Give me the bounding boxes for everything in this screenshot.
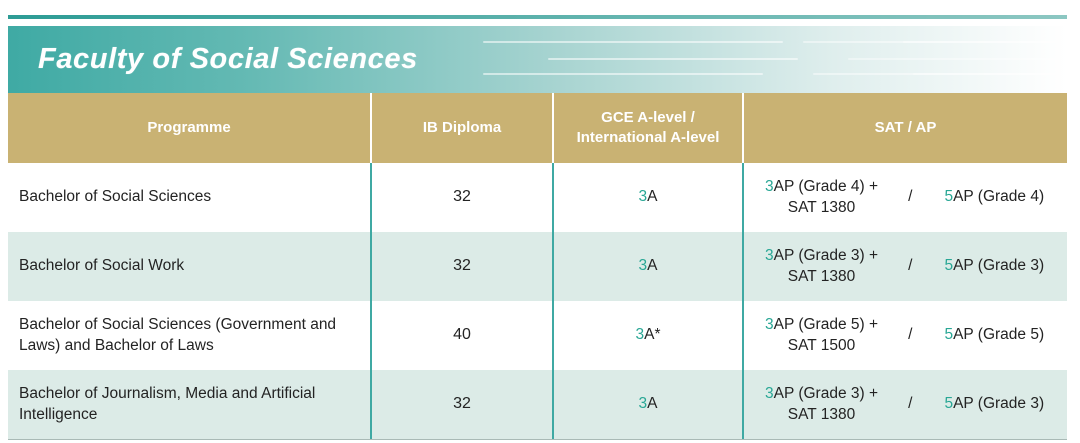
slash-separator: /: [908, 188, 913, 206]
ap-count-accent: 5: [944, 395, 954, 413]
sat-score-line2: SAT 1380: [787, 267, 856, 285]
column-header-gce-a-level: GCE A-level / International A-level: [552, 93, 742, 163]
table-row: Bachelor of Social Sciences 32 3A 3AP (G…: [8, 163, 1067, 232]
banner-streak-decoration: [483, 73, 763, 75]
ap-grade-text: AP (Grade 4) +: [773, 178, 879, 196]
gce-grade: A: [647, 395, 658, 413]
sat-ap-cell: 3AP (Grade 4) + SAT 1380 / 5AP (Grade 4): [742, 163, 1067, 232]
ap-grade-text: AP (Grade 3): [953, 395, 1045, 413]
gce-requirement: 3A: [639, 394, 658, 414]
column-header-label: IB Diploma: [422, 118, 502, 136]
ib-diploma-score: 32: [453, 395, 471, 413]
ib-diploma-score: 32: [453, 188, 471, 206]
ap-grade-text: AP (Grade 3) +: [773, 247, 879, 265]
banner-streak-decoration: [548, 58, 798, 60]
sat-score-line2: SAT 1380: [787, 405, 856, 423]
sat-ap-line1: 3AP (Grade 3) +: [744, 384, 899, 404]
ap-grade-text: AP (Grade 3): [953, 257, 1045, 275]
ib-diploma-score: 32: [453, 257, 471, 275]
sat-ap-cell: 3AP (Grade 3) + SAT 1380 / 5AP (Grade 3): [742, 232, 1067, 301]
ib-diploma-score: 40: [453, 326, 471, 344]
gce-a-level-cell: 3A*: [552, 301, 742, 370]
gce-count-accent: 3: [635, 326, 645, 344]
banner-title: Faculty of Social Sciences: [38, 43, 418, 75]
gce-grade: A: [647, 257, 658, 275]
sat-ap-combined-requirement: 3AP (Grade 4) + SAT 1380: [744, 177, 899, 217]
banner-streak-decoration: [483, 41, 783, 43]
column-header-label-line2: International A-level: [576, 129, 720, 146]
table-row: Bachelor of Journalism, Media and Artifi…: [8, 370, 1067, 439]
ap-count-accent: 5: [944, 326, 954, 344]
programme-name: Bachelor of Journalism, Media and Artifi…: [19, 385, 316, 423]
slash-separator: /: [908, 257, 913, 275]
table-body: Bachelor of Social Sciences 32 3A 3AP (G…: [8, 163, 1067, 440]
column-header-label-line1: GCE A-level /: [601, 108, 695, 126]
table-header-row: Programme IB Diploma GCE A-level / Inter…: [8, 93, 1067, 163]
sat-ap-line1: 3AP (Grade 3) +: [744, 246, 899, 266]
ib-diploma-cell: 32: [370, 370, 552, 439]
column-header-ib-diploma: IB Diploma: [370, 93, 552, 163]
faculty-banner: Faculty of Social Sciences: [8, 26, 1067, 93]
sat-ap-cell: 3AP (Grade 3) + SAT 1380 / 5AP (Grade 3): [742, 370, 1067, 439]
ap-only-requirement: 5AP (Grade 3): [922, 394, 1067, 414]
sat-ap-combined-requirement: 3AP (Grade 3) + SAT 1380: [744, 384, 899, 424]
gce-grade: A*: [644, 326, 661, 344]
sat-ap-cell: 3AP (Grade 5) + SAT 1500 / 5AP (Grade 5): [742, 301, 1067, 370]
ib-diploma-cell: 32: [370, 163, 552, 232]
programme-cell: Bachelor of Social Sciences: [8, 163, 370, 232]
sat-ap-line1: 3AP (Grade 5) +: [744, 315, 899, 335]
top-accent-line: [8, 15, 1067, 19]
gce-a-level-cell: 3A: [552, 370, 742, 439]
gce-requirement: 3A: [639, 256, 658, 276]
programme-cell: Bachelor of Social Sciences (Government …: [8, 301, 370, 370]
column-header-label: Programme: [147, 118, 231, 136]
column-header-label: SAT / AP: [874, 118, 937, 136]
ap-count-accent: 3: [765, 247, 774, 265]
ap-count-accent: 5: [944, 257, 954, 275]
ap-grade-text: AP (Grade 5): [953, 326, 1045, 344]
programme-cell: Bachelor of Social Work: [8, 232, 370, 301]
ap-count-accent: 3: [765, 178, 774, 196]
table-row: Bachelor of Social Sciences (Government …: [8, 301, 1067, 370]
gce-count-accent: 3: [638, 395, 648, 413]
ib-diploma-cell: 40: [370, 301, 552, 370]
gce-count-accent: 3: [638, 257, 648, 275]
sat-score-line2: SAT 1500: [787, 336, 856, 354]
ap-count-accent: 3: [765, 385, 774, 403]
sat-ap-combined-requirement: 3AP (Grade 3) + SAT 1380: [744, 246, 899, 286]
gce-grade: A: [647, 188, 658, 206]
column-header-sat-ap: SAT / AP: [742, 93, 1067, 163]
slash-separator: /: [908, 326, 913, 344]
sat-ap-line1: 3AP (Grade 4) +: [744, 177, 899, 197]
sat-ap-combined-requirement: 3AP (Grade 5) + SAT 1500: [744, 315, 899, 355]
gce-requirement: 3A*: [636, 325, 661, 345]
ib-diploma-cell: 32: [370, 232, 552, 301]
gce-requirement: 3A: [639, 187, 658, 207]
programme-cell: Bachelor of Journalism, Media and Artifi…: [8, 370, 370, 439]
admissions-requirements-table: Programme IB Diploma GCE A-level / Inter…: [8, 93, 1067, 440]
slash-separator: /: [908, 395, 913, 413]
column-header-programme: Programme: [8, 93, 370, 163]
programme-name: Bachelor of Social Sciences: [19, 188, 212, 206]
ap-grade-text: AP (Grade 3) +: [773, 385, 879, 403]
programme-name: Bachelor of Social Work: [19, 257, 185, 275]
gce-a-level-cell: 3A: [552, 163, 742, 232]
gce-count-accent: 3: [638, 188, 648, 206]
ap-count-accent: 3: [765, 316, 774, 334]
table-row: Bachelor of Social Work 32 3A 3AP (Grade…: [8, 232, 1067, 301]
ap-grade-text: AP (Grade 4): [953, 188, 1045, 206]
ap-grade-text: AP (Grade 5) +: [773, 316, 879, 334]
ap-count-accent: 5: [944, 188, 954, 206]
ap-only-requirement: 5AP (Grade 4): [922, 187, 1067, 207]
ap-only-requirement: 5AP (Grade 5): [922, 325, 1067, 345]
ap-only-requirement: 5AP (Grade 3): [922, 256, 1067, 276]
programme-name: Bachelor of Social Sciences (Government …: [19, 316, 337, 354]
gce-a-level-cell: 3A: [552, 232, 742, 301]
sat-score-line2: SAT 1380: [787, 198, 856, 216]
